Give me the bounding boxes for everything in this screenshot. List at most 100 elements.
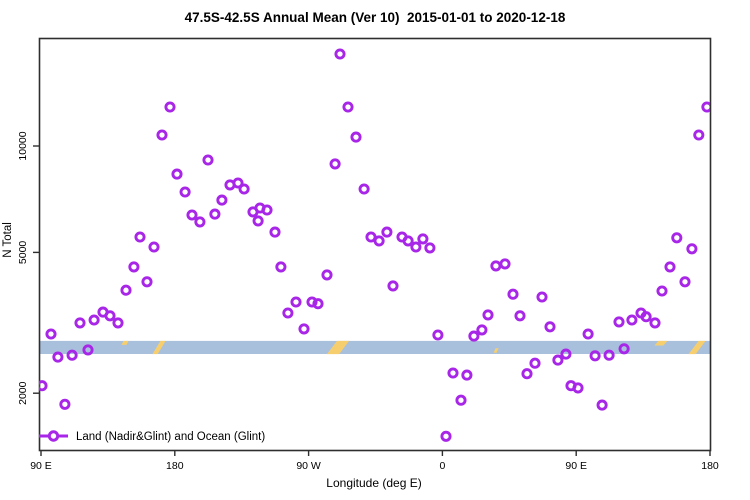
data-point [156, 129, 168, 141]
data-point [306, 296, 318, 308]
data-point [52, 351, 64, 363]
data-point [298, 323, 310, 335]
data-point [679, 276, 691, 288]
data-point [334, 48, 346, 60]
data-point [626, 314, 638, 326]
data-point [128, 261, 140, 273]
x-tick-label: 180 [166, 460, 184, 472]
data-point [194, 216, 206, 228]
data-point [536, 291, 548, 303]
data-point [417, 233, 429, 245]
legend-marker-layer [39, 430, 68, 442]
data-point [88, 314, 100, 326]
data-point [402, 235, 414, 247]
data-point [476, 324, 488, 336]
data-point [381, 226, 393, 238]
data-point [342, 101, 354, 113]
data-point [282, 307, 294, 319]
data-point [649, 317, 661, 329]
data-point [410, 241, 422, 253]
axes-layer: 90 E 180 90 W 0 90 E 180 2000 5000 10000 [17, 37, 719, 472]
data-point [664, 261, 676, 273]
y-tick-label: 10000 [17, 131, 29, 160]
data-point [290, 296, 302, 308]
x-tick-label: 90 W [296, 460, 321, 472]
data-point [66, 349, 78, 361]
data-point [701, 101, 710, 113]
data-point [596, 399, 608, 411]
y-axis-title: N Total [2, 222, 14, 258]
x-tick-label: 0 [439, 460, 445, 472]
data-point [671, 232, 683, 244]
data-point [490, 260, 502, 272]
data-point [618, 343, 630, 355]
data-point [232, 177, 244, 189]
x-tick-label: 90 E [30, 460, 52, 472]
data-point [507, 288, 519, 300]
data-point [186, 209, 198, 221]
data-point [261, 204, 273, 216]
data-point [373, 235, 385, 247]
data-point [179, 186, 191, 198]
x-tick-label: 90 E [565, 460, 587, 472]
data-point [603, 349, 615, 361]
data-point [269, 226, 281, 238]
data-point [329, 158, 341, 170]
band-mark [327, 340, 350, 355]
legend-label: Land (Nadir&Glint) and Ocean (Glint) [76, 431, 265, 443]
data-point [582, 328, 594, 340]
band-mark [152, 340, 166, 355]
data-point [432, 329, 444, 341]
y-tick-label: 2000 [17, 381, 29, 405]
band-mark [121, 340, 129, 345]
data-point [468, 330, 480, 342]
data-point [693, 129, 705, 141]
data-point [529, 357, 541, 369]
data-point [447, 367, 459, 379]
band-mark [654, 340, 668, 346]
data-point [104, 310, 116, 322]
reference-band [39, 340, 710, 354]
x-tick-label: 180 [701, 460, 719, 472]
y-tick-label: 5000 [17, 241, 29, 265]
data-point [589, 350, 601, 362]
data-point [45, 328, 57, 340]
data-point [238, 183, 250, 195]
data-point [321, 269, 333, 281]
data-point [134, 231, 146, 243]
data-point [482, 309, 494, 321]
data-point [552, 354, 564, 366]
data-point [640, 311, 652, 323]
plot-background-layer [39, 340, 710, 355]
data-point [365, 231, 377, 243]
data-point [120, 284, 132, 296]
data-point [656, 285, 668, 297]
data-point [514, 310, 526, 322]
data-point [141, 276, 153, 288]
data-point [312, 298, 324, 310]
data-point [455, 394, 467, 406]
data-point [171, 168, 183, 180]
data-point [350, 131, 362, 143]
data-point [252, 215, 264, 227]
x-axis-title: Longitude (deg E) [326, 476, 421, 490]
data-point [521, 368, 533, 380]
band-mark [493, 348, 499, 353]
data-point [202, 154, 214, 166]
data-point [387, 280, 399, 292]
data-point [39, 380, 48, 392]
plot-box [38, 37, 712, 452]
data-point [59, 398, 71, 410]
data-point [82, 344, 94, 356]
data-point [461, 369, 473, 381]
data-point [572, 382, 584, 394]
data-point [440, 430, 452, 442]
data-point [148, 241, 160, 253]
data-point [275, 261, 287, 273]
band-mark [688, 340, 706, 355]
data-point [499, 258, 511, 270]
data-point [424, 242, 436, 254]
legend-point-icon [47, 430, 60, 442]
